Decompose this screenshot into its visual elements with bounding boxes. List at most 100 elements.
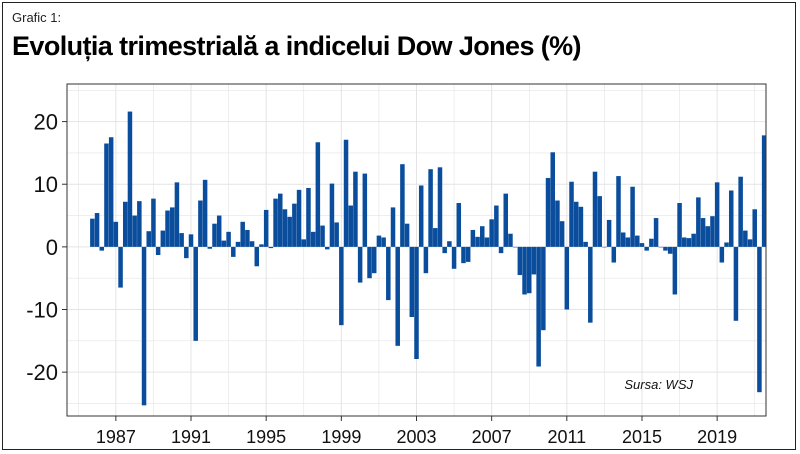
bar <box>682 237 687 247</box>
bar <box>113 221 119 247</box>
bar <box>536 246 541 367</box>
y-axis: -20 -10 0 10 20 <box>26 110 67 385</box>
bar <box>705 226 711 247</box>
bar <box>710 216 715 247</box>
bar <box>329 183 335 247</box>
bar <box>221 240 227 247</box>
bar <box>278 193 283 247</box>
bar <box>137 201 142 247</box>
bar <box>376 235 382 247</box>
bar <box>541 246 546 331</box>
bar <box>747 239 753 247</box>
bar <box>522 246 527 295</box>
bar <box>573 201 579 247</box>
bar <box>602 246 607 248</box>
bar <box>733 246 739 321</box>
bar <box>226 231 231 247</box>
bar <box>470 229 476 247</box>
x-tick-label: 1991 <box>171 427 211 447</box>
bar <box>404 223 410 247</box>
bar <box>700 218 706 247</box>
bar <box>273 198 278 247</box>
x-tick-label: 2003 <box>396 427 436 447</box>
source-note: Sursa: WSJ <box>624 377 693 392</box>
bar <box>531 246 537 275</box>
bar <box>526 246 532 294</box>
bar <box>282 209 288 247</box>
bar <box>245 229 250 247</box>
bar <box>616 176 621 247</box>
bar <box>339 246 344 326</box>
bar <box>324 246 330 250</box>
bar <box>437 167 443 247</box>
bar <box>677 203 682 247</box>
bar <box>653 218 659 247</box>
bar <box>451 246 457 269</box>
bar <box>724 242 729 247</box>
bar <box>597 196 602 247</box>
bar <box>635 235 640 247</box>
bar <box>545 177 551 247</box>
bar <box>202 179 208 247</box>
bar <box>184 246 189 259</box>
bar <box>122 201 128 247</box>
bar <box>400 164 405 247</box>
bar <box>292 203 297 247</box>
bar <box>395 246 400 346</box>
bar <box>240 221 245 247</box>
y-tick-label: 10 <box>34 172 58 197</box>
bar <box>757 246 762 393</box>
bar <box>569 181 574 247</box>
bar <box>696 197 701 247</box>
bar <box>371 246 377 274</box>
y-tick-label: -20 <box>26 360 58 385</box>
bar <box>188 234 194 247</box>
bar <box>461 246 466 264</box>
bar <box>630 186 635 247</box>
bar <box>564 246 570 310</box>
chart-title: Evoluția trimestrială a indicelui Dow Jo… <box>12 31 582 61</box>
bar <box>672 246 678 295</box>
bar <box>663 246 668 251</box>
bar <box>480 226 485 247</box>
bar <box>442 246 447 254</box>
bar <box>108 137 114 247</box>
bar <box>625 237 631 247</box>
bar <box>90 218 95 247</box>
bar <box>235 241 241 247</box>
y-tick-label: 20 <box>34 110 58 135</box>
bar <box>738 176 743 247</box>
bar <box>160 230 166 247</box>
bar <box>357 246 363 283</box>
bar <box>207 246 213 249</box>
bar <box>310 231 316 247</box>
bar <box>512 246 518 248</box>
x-tick-label: 1995 <box>246 427 286 447</box>
bar <box>559 221 565 247</box>
x-tick-label: 1987 <box>96 427 136 447</box>
y-tick-label: 0 <box>46 235 58 260</box>
bar <box>169 207 175 247</box>
bar <box>348 205 353 247</box>
bar <box>555 200 560 247</box>
bar <box>494 205 499 247</box>
bar <box>212 223 217 247</box>
bar <box>508 233 513 247</box>
bar <box>456 203 462 247</box>
bar <box>367 246 372 279</box>
bar <box>550 152 555 247</box>
bar <box>667 246 673 254</box>
bar <box>649 238 654 247</box>
bar <box>761 135 767 247</box>
bar <box>484 237 490 247</box>
bar <box>132 215 137 247</box>
bar <box>409 246 415 318</box>
bar <box>127 111 133 247</box>
x-tick-label: 2015 <box>622 427 662 447</box>
bar <box>743 230 748 247</box>
bar <box>517 246 523 276</box>
bar <box>752 209 757 247</box>
bar <box>447 241 452 247</box>
bar <box>418 185 424 247</box>
